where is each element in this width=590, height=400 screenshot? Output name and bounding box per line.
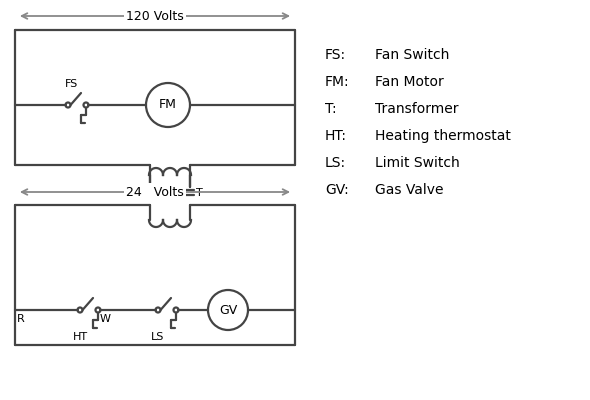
Text: T:: T:	[325, 102, 337, 116]
Text: Fan Switch: Fan Switch	[375, 48, 450, 62]
Text: FM:: FM:	[325, 75, 350, 89]
Text: R: R	[17, 314, 25, 324]
Text: 24   Volts: 24 Volts	[126, 186, 184, 198]
Text: HT: HT	[73, 332, 87, 342]
Text: GV:: GV:	[325, 183, 349, 197]
Text: FM: FM	[159, 98, 177, 112]
Text: FS:: FS:	[325, 48, 346, 62]
Text: Transformer: Transformer	[375, 102, 458, 116]
Text: W: W	[100, 314, 111, 324]
Text: N: N	[286, 0, 295, 2]
Text: HT:: HT:	[325, 129, 347, 143]
Text: LS: LS	[151, 332, 165, 342]
Text: Limit Switch: Limit Switch	[375, 156, 460, 170]
Text: Heating thermostat: Heating thermostat	[375, 129, 511, 143]
Text: FS: FS	[65, 79, 78, 89]
Text: GV: GV	[219, 304, 237, 316]
Text: T: T	[196, 188, 203, 198]
Text: L1: L1	[15, 0, 30, 2]
Text: LS:: LS:	[325, 156, 346, 170]
Text: Fan Motor: Fan Motor	[375, 75, 444, 89]
Text: 120 Volts: 120 Volts	[126, 10, 184, 22]
Text: Gas Valve: Gas Valve	[375, 183, 444, 197]
